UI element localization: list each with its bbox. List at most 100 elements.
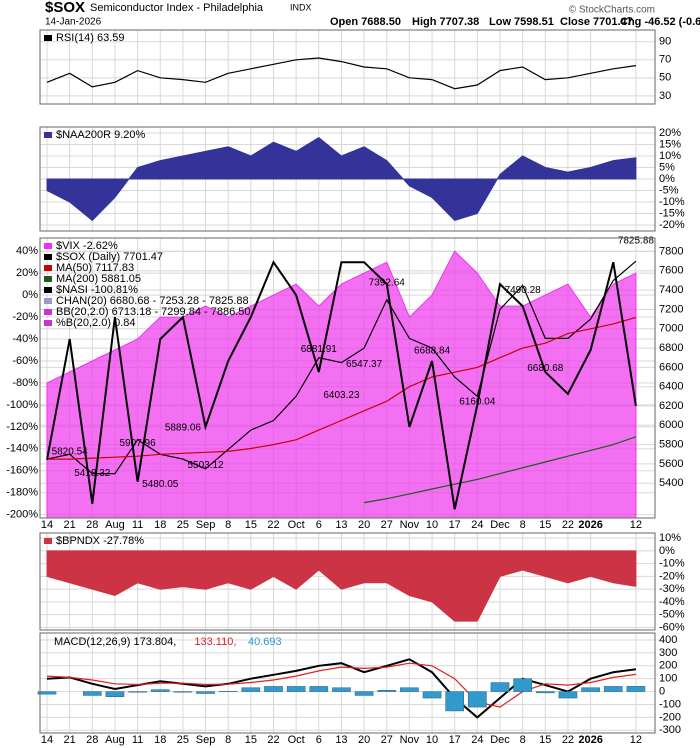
y2-tick-label: 20% xyxy=(16,267,38,279)
area xyxy=(46,136,637,222)
y-tick-label: 100 xyxy=(659,673,677,685)
price-annotation: 7825.88 xyxy=(618,236,655,247)
y-tick-label: -20% xyxy=(659,219,685,231)
y-tick-label: 0 xyxy=(659,685,665,697)
y-tick-label: -20% xyxy=(659,570,685,582)
histogram-bar xyxy=(241,687,261,692)
x-tick-label: 25 xyxy=(177,734,189,746)
price-annotation: 6881.91 xyxy=(301,344,338,355)
price-annotation: 5820.54 xyxy=(52,446,89,457)
histogram-bar xyxy=(264,686,283,692)
y-tick-label: -10% xyxy=(659,558,685,570)
y-tick-label: 6200 xyxy=(659,400,683,412)
x-tick-label: 10 xyxy=(426,519,438,531)
legend-swatch xyxy=(44,243,52,249)
x-tick-label: 8 xyxy=(225,519,231,531)
legend-entry: MACD(12,26,9) 173.804, xyxy=(54,636,176,648)
histogram-bar xyxy=(535,691,555,694)
x-tick-label: 22 xyxy=(562,734,574,746)
x-tick-label: Aug xyxy=(105,519,125,531)
legend-swatch xyxy=(44,276,52,282)
x-tick-label: 6 xyxy=(316,734,322,746)
x-tick-label: 15 xyxy=(539,519,551,531)
x-tick-label: Sep xyxy=(196,734,216,746)
legend-swatch xyxy=(44,309,52,315)
price-annotation: 5480.05 xyxy=(142,479,179,490)
x-tick-label: 6 xyxy=(316,519,322,531)
legend-swatch xyxy=(44,320,52,326)
legend-swatch xyxy=(44,265,52,271)
y-tick-label: 7800 xyxy=(659,245,683,257)
y-tick-label: 90 xyxy=(659,36,671,48)
x-tick-label: 27 xyxy=(381,519,393,531)
x-tick-label: 20 xyxy=(358,519,370,531)
x-tick-label: Aug xyxy=(105,734,125,746)
legend-entry: MA(200) 5881.05 xyxy=(56,273,141,285)
legend-entry: $NASI -100.81% xyxy=(56,284,138,296)
open: Open 7688.50 xyxy=(330,16,401,28)
y-tick-label: -5% xyxy=(659,184,679,196)
x-tick-label: 14 xyxy=(41,734,53,746)
legend-swatch xyxy=(44,538,52,544)
x-tick-label: Nov xyxy=(400,519,420,531)
low: Low 7598.51 xyxy=(489,16,554,28)
x-tick-label: Dec xyxy=(490,519,510,531)
legend-entry: RSI(14) 63.59 xyxy=(56,32,124,44)
y2-tick-label: -60% xyxy=(12,355,38,367)
y-tick-label: -200 xyxy=(659,711,681,723)
index-name: Semiconductor Index - Philadelphia xyxy=(90,2,264,14)
legend-entry: MA(50) 7117.83 xyxy=(56,262,134,274)
x-tick-label: Nov xyxy=(400,734,420,746)
x-tick-label: 11 xyxy=(132,519,143,531)
y-tick-label: 200 xyxy=(659,660,677,672)
x-tick-label: 14 xyxy=(41,519,53,531)
histogram-bar xyxy=(105,691,125,697)
x-tick-label: 18 xyxy=(154,519,166,531)
x-tick-label: 22 xyxy=(562,519,574,531)
histogram-bar xyxy=(468,691,487,708)
x-tick-label: 12 xyxy=(630,519,642,531)
x-tick-label: 15 xyxy=(539,734,551,746)
legend-entry: $BPNDX -27.78% xyxy=(56,535,144,547)
x-tick-label: 11 xyxy=(132,734,143,746)
exchange: INDX xyxy=(290,2,312,12)
price-annotation: 7490.28 xyxy=(505,285,542,296)
close: Close 7701.47 xyxy=(560,16,633,28)
y-tick-label: 15% xyxy=(659,138,681,150)
y-tick-label: 5600 xyxy=(659,458,683,470)
date: 14-Jan-2026 xyxy=(45,17,102,28)
x-tick-label: Dec xyxy=(490,734,510,746)
x-tick-label: 21 xyxy=(64,519,76,531)
y2-tick-label: -20% xyxy=(12,311,38,323)
x-tick-label: 24 xyxy=(471,734,483,746)
price-annotation: 6688.84 xyxy=(414,345,451,356)
legend-entry: BB(20,2.0) 6713.18 - 7299.84 - 7886.50 xyxy=(56,306,250,318)
price-annotation: 6160.04 xyxy=(459,396,496,407)
legend-entry: CHAN(20) 6680.68 - 7253.28 - 7825.88 xyxy=(56,295,249,307)
legend-entry: $SOX (Daily) 7701.47 xyxy=(56,251,163,263)
panel-border xyxy=(39,237,656,519)
x-tick-label: 28 xyxy=(86,519,98,531)
y2-tick-label: -100% xyxy=(6,399,38,411)
line xyxy=(46,260,637,510)
x-tick-label: 22 xyxy=(267,519,279,531)
y-tick-label: 0% xyxy=(659,173,675,185)
histogram-bar xyxy=(422,691,442,699)
line xyxy=(47,316,637,460)
histogram-bar xyxy=(196,691,215,694)
x-tick-label: 8 xyxy=(520,519,526,531)
y-tick-label: -60% xyxy=(659,621,685,633)
y-tick-label: -300 xyxy=(659,724,681,736)
x-tick-label: 13 xyxy=(335,519,347,531)
y2-tick-label: -80% xyxy=(12,377,38,389)
price-annotation: 6403.23 xyxy=(323,390,360,401)
y-tick-label: -15% xyxy=(659,207,685,219)
price-annotation: 6547.37 xyxy=(346,359,383,370)
line xyxy=(46,57,636,90)
y-tick-label: 6600 xyxy=(659,361,683,373)
panel-border xyxy=(39,532,656,631)
histogram-bar xyxy=(128,691,147,693)
x-tick-label: 20 xyxy=(358,734,370,746)
y-tick-label: 10% xyxy=(659,150,681,162)
area xyxy=(46,550,637,622)
